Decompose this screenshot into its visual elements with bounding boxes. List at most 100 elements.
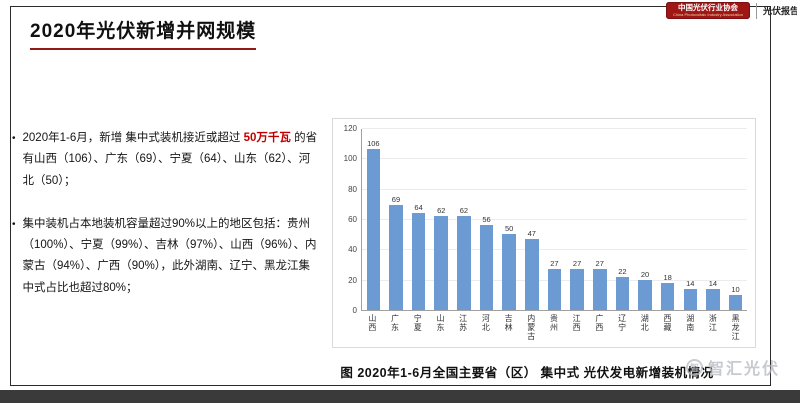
y-tick-label: 40 — [348, 245, 357, 255]
chart-area: 0 20 40 60 80 100 120 106 69 64 62 62 56 50 47 27 27 27 2… — [332, 118, 756, 381]
bar — [502, 234, 516, 310]
chart-y-axis: 0 20 40 60 80 100 120 — [337, 124, 361, 315]
bar — [366, 149, 381, 310]
bullet-item-2: • 集中装机占本地装机容量超过90%以上的地区包括：贵州（100%）、宁夏（99… — [12, 214, 320, 299]
x-axis-label: 湖北 — [640, 314, 650, 332]
watermark: 智 智汇光伏 — [685, 355, 780, 379]
x-axis-label: 吉林 — [504, 314, 514, 332]
x-axis-label: 江西 — [572, 314, 582, 332]
association-subtitle: China Photovoltaic Industry Association — [672, 12, 743, 17]
bar — [570, 269, 584, 310]
x-cell: 吉林 — [497, 314, 520, 341]
bar — [411, 212, 426, 310]
bar — [683, 288, 698, 310]
bullet-1-post: 的省有山西（106）、广东（69）、宁夏（64）、山东（62）、河北（50）； — [22, 132, 318, 187]
x-cell: 浙江 — [702, 314, 725, 341]
x-axis-label: 辽宁 — [617, 314, 627, 332]
bar-column-黑龙江: 10 — [724, 129, 747, 310]
y-tick-label: 0 — [352, 306, 357, 315]
bullet-item-1: • 2020年1-6月，新增 集中式装机接近或超过 50万千瓦 的省有山西（10… — [12, 128, 320, 192]
x-cell: 湖北 — [633, 314, 656, 341]
x-cell: 江苏 — [452, 314, 475, 341]
bar-value-label: 14 — [708, 278, 718, 288]
y-tick-label: 120 — [343, 124, 357, 133]
bar-value-label: 62 — [437, 205, 446, 215]
x-axis-label: 河北 — [481, 314, 491, 332]
gridline — [362, 188, 747, 190]
x-cell: 辽宁 — [611, 314, 634, 341]
bar — [389, 205, 403, 310]
x-axis-label: 浙江 — [708, 314, 718, 332]
gridline — [362, 219, 747, 220]
x-cell: 宁夏 — [406, 314, 429, 341]
x-cell: 贵州 — [543, 314, 566, 341]
x-cell: 西藏 — [656, 314, 679, 341]
x-axis-label: 广东 — [390, 314, 400, 332]
x-axis-label: 黑龙江 — [731, 314, 741, 341]
x-cell: 黑龙江 — [724, 314, 747, 341]
bar — [547, 269, 562, 310]
bar-value-label: 50 — [504, 224, 514, 234]
bar-column-河北: 56 — [475, 129, 498, 310]
gridline — [362, 249, 747, 251]
association-logo: 中国光伏行业协会 China Photovoltaic Industry Ass… — [665, 2, 750, 20]
x-axis-label: 西藏 — [662, 314, 672, 332]
bar-value-label: 20 — [640, 269, 650, 279]
x-axis-label: 广西 — [594, 314, 604, 332]
logo-divider — [756, 2, 757, 19]
bottom-bar — [0, 390, 800, 403]
bar-column-宁夏: 64 — [407, 129, 430, 310]
x-cell: 江西 — [565, 314, 588, 341]
x-axis-label: 宁夏 — [413, 314, 423, 332]
bar — [457, 215, 471, 310]
bar — [434, 215, 449, 310]
bar-column-浙江: 14 — [702, 129, 725, 310]
chart-bars: 106 69 64 62 62 56 50 47 27 27 27 22 20 18 14 14 10 — [362, 129, 747, 310]
bar-column-江西: 27 — [566, 129, 589, 310]
y-tick-label: 80 — [348, 184, 357, 194]
bar — [615, 276, 630, 310]
bar-value-label: 47 — [527, 228, 536, 238]
bar — [592, 269, 607, 310]
bar-value-label: 27 — [595, 259, 604, 269]
bar-column-广西: 27 — [588, 129, 611, 310]
side-brand-text: 光伏报告 — [763, 6, 797, 17]
bar-value-label: 106 — [367, 139, 380, 149]
bullet-1-highlight: 50万千瓦 — [243, 132, 291, 144]
bar-value-label: 56 — [482, 215, 491, 225]
y-tick-label: 100 — [343, 154, 357, 164]
bullet-1-pre: 2020年1-6月，新增 集中式装机接近或超过 — [22, 132, 244, 144]
bar — [479, 225, 494, 310]
bar-column-贵州: 27 — [543, 129, 566, 310]
bullet-dot-icon: • — [12, 218, 16, 230]
chart-x-axis-labels: 山西 广东 宁夏 山东 江苏 河北 吉林 内蒙古 贵州 江西 广西 辽宁 湖北 西藏 湖南 浙江 黑龙江 — [361, 314, 747, 341]
watermark-text: 智汇光伏 — [707, 361, 780, 378]
chart-caption: 图 2020年1-6月全国主要省（区） 集中式 光伏发电新增装机情况 — [340, 366, 714, 380]
bar-column-西藏: 18 — [656, 129, 679, 310]
bar-value-label: 64 — [414, 202, 423, 212]
association-name: 中国光伏行业协会 — [677, 3, 738, 12]
x-cell: 河北 — [475, 314, 498, 341]
bar-column-辽宁: 22 — [611, 129, 634, 310]
x-cell: 湖南 — [679, 314, 702, 341]
bar-value-label: 69 — [391, 195, 401, 205]
bar — [638, 279, 652, 310]
chart-plot: 106 69 64 62 62 56 50 47 27 27 27 22 20 18 14 14 10 — [361, 128, 747, 311]
bar-value-label: 27 — [572, 259, 582, 269]
bar-value-label: 22 — [618, 266, 627, 276]
x-cell: 山西 — [361, 314, 384, 341]
bar-column-湖北: 20 — [634, 129, 657, 310]
bar-value-label: 18 — [663, 272, 672, 282]
bar-value-label: 62 — [459, 205, 469, 215]
bar-column-吉林: 50 — [498, 129, 521, 310]
bar-column-江苏: 62 — [453, 129, 476, 310]
x-cell: 广东 — [384, 314, 407, 341]
x-axis-label: 湖南 — [685, 314, 695, 332]
x-cell: 山东 — [429, 314, 452, 341]
x-axis-label: 山西 — [367, 314, 377, 332]
bar-column-山西: 106 — [362, 129, 385, 310]
x-cell: 广西 — [588, 314, 611, 341]
bar-value-label: 27 — [550, 259, 559, 269]
x-cell: 内蒙古 — [520, 314, 543, 341]
